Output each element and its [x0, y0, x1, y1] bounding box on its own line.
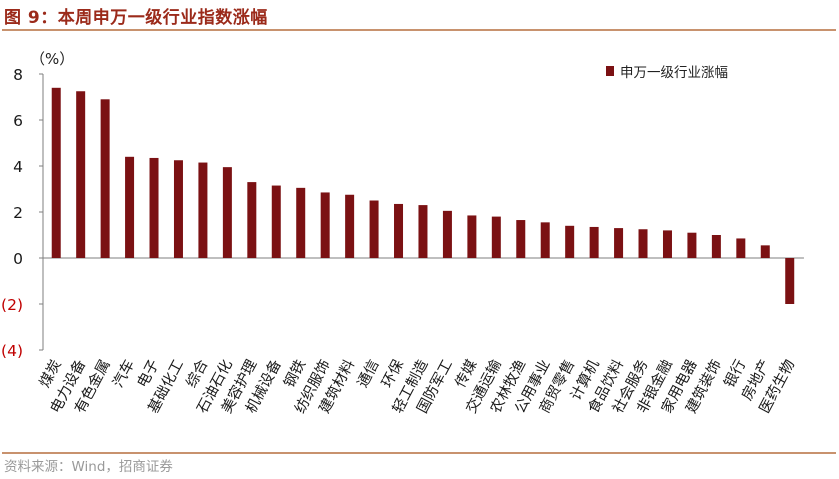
bars — [51, 87, 795, 304]
bar — [565, 225, 575, 258]
bar — [540, 222, 550, 258]
y-unit-label: （%） — [30, 50, 74, 68]
bar — [198, 162, 208, 258]
bar — [442, 210, 452, 258]
bar — [394, 203, 404, 258]
y-tick-label: 2 — [13, 204, 23, 222]
bar — [736, 238, 746, 258]
bar — [76, 91, 86, 258]
bar — [589, 226, 599, 258]
bar — [418, 205, 428, 258]
bar — [687, 232, 697, 258]
category-labels: 煤炭电力设备有色金属汽车电子基础化工综合石油石化美容护理机械设备钢铁纺织服饰建筑… — [36, 356, 798, 416]
y-tick-label: (4) — [1, 342, 23, 360]
bar — [662, 230, 672, 258]
source-note: 资料来源：Wind，招商证券 — [4, 459, 173, 475]
bar — [491, 216, 501, 258]
bar — [467, 215, 477, 258]
figure-title: 图 9：本周申万一级行业指数涨幅 — [4, 8, 268, 28]
y-tick-label: (2) — [1, 296, 23, 314]
bar — [320, 192, 330, 258]
bar — [51, 87, 61, 258]
category-label: 汽车 — [109, 357, 138, 391]
y-tick-label: 0 — [13, 250, 23, 268]
bar — [369, 200, 379, 258]
bar — [149, 157, 159, 258]
bar — [711, 235, 721, 258]
category-label: 通信 — [354, 357, 383, 391]
bar — [614, 228, 624, 258]
y-tick-label: 4 — [13, 158, 23, 176]
y-tick-label: 6 — [13, 112, 23, 130]
bar — [222, 167, 232, 258]
bar — [247, 182, 257, 258]
bar — [638, 229, 648, 258]
bar — [296, 187, 306, 258]
bar — [760, 245, 770, 258]
bar — [516, 220, 526, 258]
legend: 申万一级行业涨幅 — [606, 65, 728, 81]
bottom-rule — [2, 452, 836, 454]
bar — [100, 99, 110, 258]
bar — [345, 194, 355, 258]
legend-swatch — [606, 66, 614, 76]
bar — [271, 185, 281, 258]
y-tick-label: 8 — [13, 66, 23, 84]
bar — [173, 160, 183, 258]
top-rule — [2, 29, 836, 31]
legend-label: 申万一级行业涨幅 — [620, 65, 728, 81]
bar — [125, 156, 135, 258]
bar — [785, 258, 795, 304]
